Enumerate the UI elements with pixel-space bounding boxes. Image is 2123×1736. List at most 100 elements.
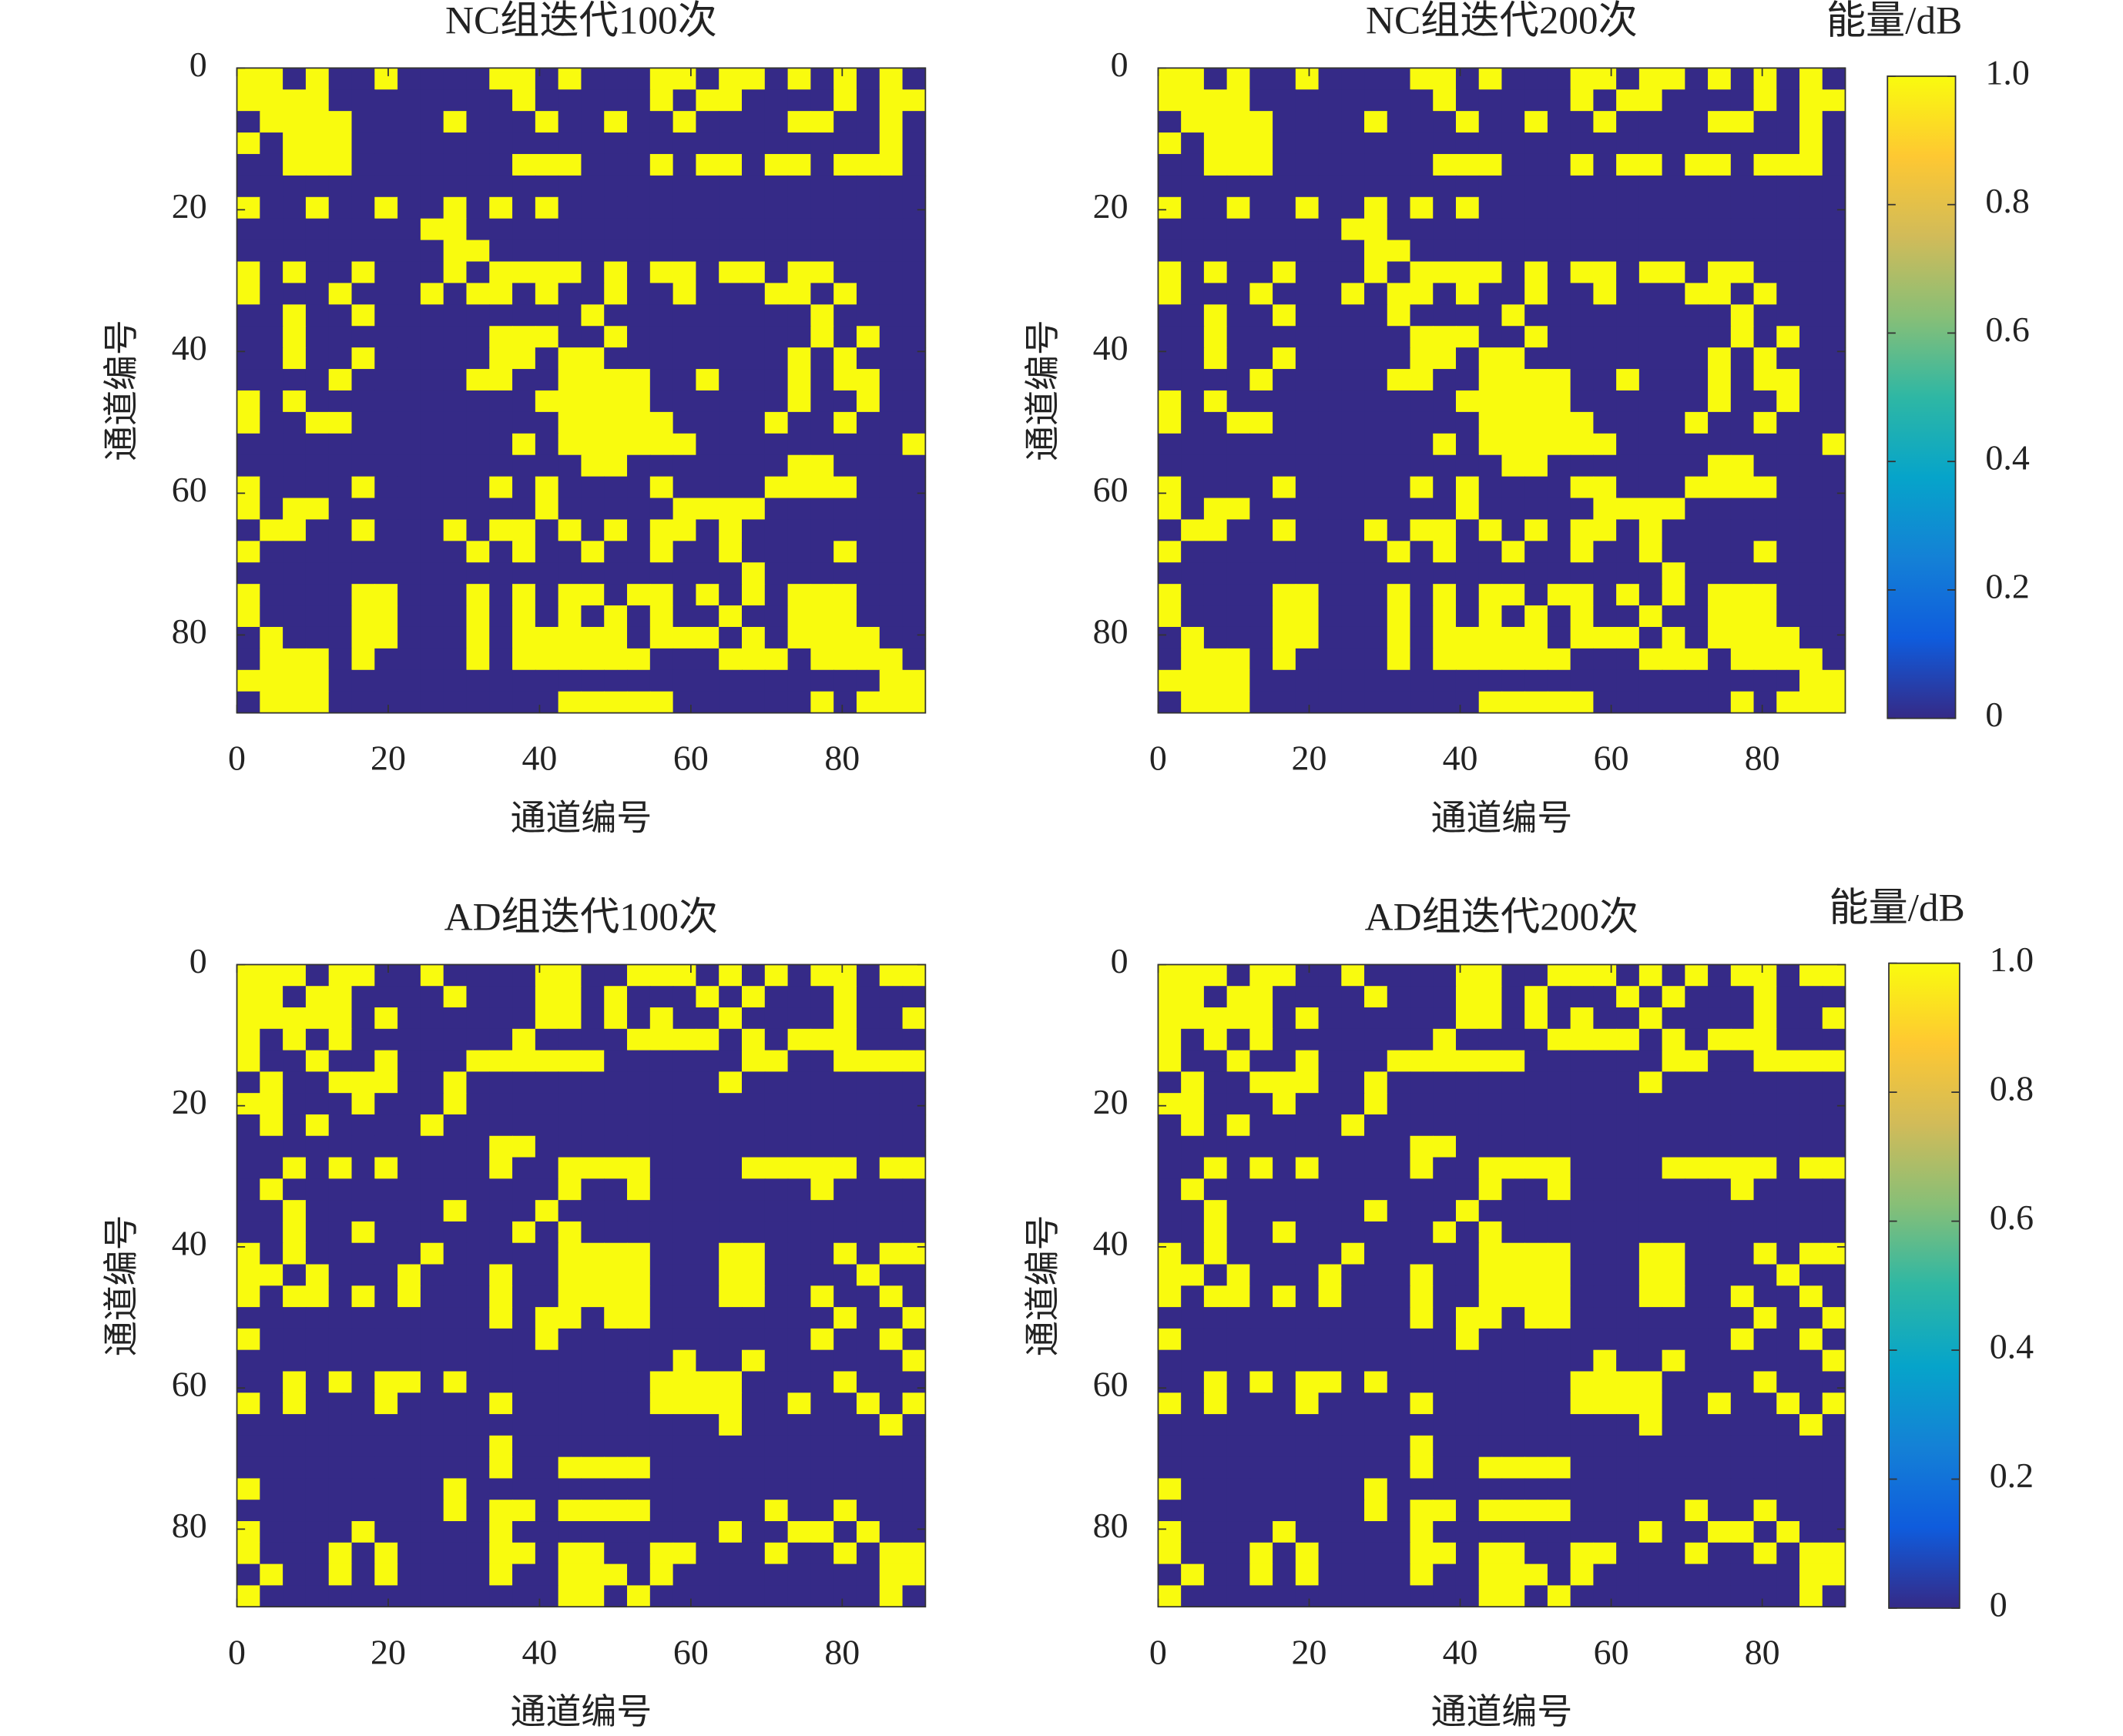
heatmap-cell: [466, 1028, 490, 1051]
heatmap-cell: [1799, 1585, 1823, 1607]
heatmap-cell: [856, 1178, 880, 1201]
heatmap-cell: [1730, 1371, 1755, 1393]
heatmap-cell: [466, 1392, 490, 1415]
heatmap-cell: [879, 218, 904, 241]
heatmap-cell: [1410, 1028, 1434, 1051]
heatmap-cell: [787, 218, 812, 241]
heatmap-cell: [443, 605, 468, 628]
heatmap-cell: [1478, 89, 1503, 112]
heatmap-cell: [466, 964, 490, 987]
heatmap-cell: [1364, 648, 1388, 671]
heatmap-cell: [1410, 476, 1434, 499]
heatmap-cell: [1341, 669, 1365, 692]
heatmap-cell: [1249, 1242, 1273, 1265]
heatmap-cell: [1226, 304, 1251, 327]
heatmap-cell: [1799, 175, 1823, 198]
heatmap-cell: [810, 369, 834, 391]
heatmap-cell: [879, 1585, 904, 1607]
heatmap-cell: [236, 454, 261, 478]
heatmap-cell: [1181, 691, 1205, 714]
heatmap-cell: [1662, 111, 1686, 133]
heatmap-cell: [1249, 411, 1273, 434]
heatmap-cell: [1181, 669, 1205, 692]
x-tick-label: 60: [673, 739, 709, 778]
heatmap-cell: [1273, 218, 1296, 241]
heatmap-cell: [1638, 153, 1663, 176]
heatmap-cell: [1524, 691, 1548, 714]
heatmap-cell: [1433, 1200, 1457, 1222]
heatmap-cell: [764, 454, 789, 478]
heatmap-cell: [351, 1028, 375, 1051]
heatmap-cell: [1662, 1071, 1686, 1094]
heatmap-cell: [489, 196, 513, 220]
heatmap-cell: [535, 1071, 559, 1094]
heatmap-cell: [1478, 304, 1503, 327]
heatmap-cell: [649, 153, 674, 176]
heatmap-cell: [879, 1285, 904, 1308]
heatmap-cell: [1524, 476, 1548, 499]
heatmap-cell: [558, 1521, 582, 1543]
heatmap-cell: [672, 584, 697, 606]
heatmap-cell: [856, 498, 880, 521]
heatmap-cell: [1410, 390, 1434, 413]
heatmap-cell: [604, 1328, 628, 1351]
heatmap-cell: [260, 476, 283, 499]
heatmap-cell: [466, 1521, 490, 1543]
heatmap-cell: [1249, 584, 1273, 606]
heatmap-cell: [627, 111, 651, 133]
heatmap-cell: [1181, 476, 1205, 499]
heatmap-cell: [1455, 1349, 1480, 1372]
heatmap-cell: [1501, 1478, 1525, 1500]
heatmap-cell: [1524, 584, 1548, 606]
heatmap-cell: [1318, 89, 1343, 112]
heatmap-cell: [879, 68, 904, 90]
heatmap-cell: [1524, 1200, 1548, 1222]
heatmap-cell: [1433, 1456, 1457, 1480]
heatmap-cell: [696, 1157, 719, 1180]
heatmap-cell: [443, 1007, 468, 1030]
heatmap-cell: [604, 541, 628, 563]
heatmap-cell: [558, 476, 582, 499]
heatmap-cell: [719, 1135, 743, 1158]
heatmap-cell: [1685, 541, 1709, 563]
heatmap-cell: [351, 1585, 375, 1607]
heatmap-cell: [1341, 68, 1365, 90]
heatmap-cell: [1708, 1114, 1732, 1137]
heatmap-cell: [742, 1178, 766, 1201]
heatmap-cell: [443, 1221, 468, 1244]
heatmap-cell: [719, 1221, 743, 1244]
heatmap-cell: [581, 1157, 605, 1180]
heatmap-cell: [1776, 153, 1800, 176]
heatmap-cell: [260, 304, 283, 327]
heatmap-cell: [1410, 1521, 1434, 1543]
heatmap-cell: [397, 1521, 421, 1543]
heatmap-cell: [1501, 1178, 1525, 1201]
heatmap-cell: [833, 1093, 857, 1115]
heatmap-cell: [1638, 605, 1663, 628]
heatmap-cell: [236, 1028, 261, 1051]
heatmap-cell: [305, 175, 330, 198]
heatmap-cell: [719, 111, 743, 133]
heatmap-cell: [260, 283, 283, 306]
heatmap-cell: [283, 1563, 307, 1587]
heatmap-cell: [902, 1456, 927, 1480]
heatmap-cell: [879, 347, 904, 370]
heatmap-cell: [397, 1007, 421, 1030]
heatmap-cell: [1776, 1200, 1800, 1222]
heatmap-cell: [1226, 89, 1251, 112]
heatmap-cell: [1364, 1435, 1388, 1458]
heatmap-cell: [1822, 691, 1846, 714]
heatmap-cell: [283, 1242, 307, 1265]
heatmap-cell: [1318, 648, 1343, 671]
heatmap-cell: [627, 283, 651, 306]
heatmap-cell: [1616, 1456, 1640, 1480]
heatmap-cell: [374, 986, 398, 1008]
heatmap-cell: [1433, 1328, 1457, 1351]
heatmap-cell: [397, 390, 421, 413]
heatmap-cell: [604, 283, 628, 306]
heatmap-cell: [672, 218, 697, 241]
heatmap-cell: [581, 1007, 605, 1030]
heatmap-cell: [351, 541, 375, 563]
heatmap-cell: [902, 1328, 927, 1351]
heatmap-cell: [764, 1307, 789, 1329]
